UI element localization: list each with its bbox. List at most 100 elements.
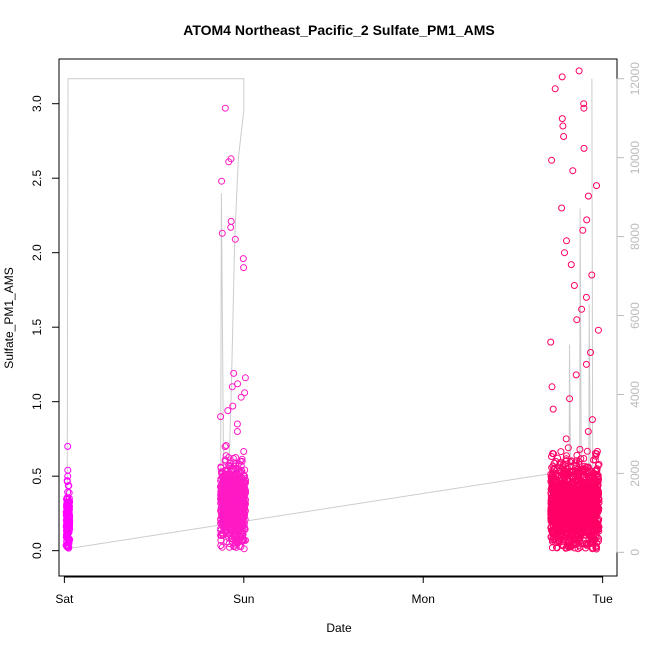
data-point <box>593 521 601 529</box>
data-point <box>558 512 566 520</box>
data-point <box>547 338 555 346</box>
data-point <box>580 529 588 536</box>
data-point <box>239 255 247 263</box>
data-point <box>554 493 562 501</box>
y-tick-label: 0.0 <box>30 542 44 559</box>
data-point <box>64 542 72 550</box>
data-point <box>231 489 239 497</box>
data-point <box>564 465 572 473</box>
data-point <box>548 453 555 460</box>
data-point <box>549 450 557 457</box>
data-point <box>240 264 248 272</box>
data-point <box>569 521 577 529</box>
data-point <box>218 519 226 527</box>
data-point <box>554 501 562 509</box>
data-point <box>593 489 601 497</box>
data-point <box>579 226 587 234</box>
data-point <box>580 104 588 112</box>
data-point <box>572 474 579 482</box>
data-point <box>573 461 580 469</box>
data-point <box>64 466 72 474</box>
data-point <box>587 498 594 506</box>
y2-tick-label: 10000 <box>628 141 642 175</box>
data-point <box>242 507 249 515</box>
data-point <box>590 490 597 498</box>
data-point <box>548 527 556 535</box>
data-point <box>218 229 226 237</box>
data-point <box>235 475 242 483</box>
data-point <box>236 537 244 544</box>
data-point <box>218 543 226 551</box>
data-point <box>573 478 581 486</box>
data-point <box>575 503 583 511</box>
data-point <box>564 469 572 477</box>
data-point <box>547 500 555 508</box>
data-point <box>565 526 573 534</box>
data-point <box>217 532 225 540</box>
data-point <box>229 402 237 410</box>
data-point <box>580 521 588 529</box>
data-point <box>65 506 73 513</box>
data-point <box>591 536 599 544</box>
data-point <box>561 249 568 257</box>
data-point <box>221 466 229 474</box>
data-point <box>548 507 555 515</box>
data-point <box>559 510 567 518</box>
data-point <box>574 499 582 507</box>
data-point <box>588 416 596 424</box>
data-point <box>568 457 575 465</box>
data-point <box>578 494 586 502</box>
data-point <box>231 465 239 473</box>
data-point <box>564 444 572 452</box>
data-point <box>239 482 247 490</box>
data-point <box>227 484 235 492</box>
data-point <box>550 535 557 543</box>
data-point <box>587 349 594 356</box>
data-point <box>574 516 582 524</box>
data-point <box>226 459 234 467</box>
data-point <box>583 216 591 224</box>
data-point <box>557 509 565 517</box>
y-tick-label: 2.0 <box>30 244 44 261</box>
data-point <box>591 499 599 507</box>
x-tick-label: Mon <box>412 592 435 606</box>
data-point <box>592 505 600 513</box>
y-tick-label: 1.5 <box>30 319 44 336</box>
x-axis: Sat Sun Mon Tue <box>55 576 613 606</box>
data-point <box>575 516 582 523</box>
y2-tick-label: 8000 <box>628 223 642 250</box>
data-point <box>223 538 231 546</box>
y2-tick-label: 12000 <box>628 62 642 96</box>
data-point <box>577 484 585 492</box>
y2-tick-label: 0 <box>628 549 642 556</box>
data-point <box>587 506 595 514</box>
data-point <box>228 523 236 531</box>
secondary-series-line <box>591 78 594 521</box>
data-point <box>217 507 225 515</box>
data-point <box>237 534 245 542</box>
data-point <box>552 539 560 547</box>
data-point <box>550 517 558 524</box>
data-point <box>241 525 249 533</box>
data-point <box>563 237 570 245</box>
y-axis-label: Sulfate_PM1_AMS <box>2 267 16 368</box>
data-point <box>235 523 243 531</box>
data-point <box>557 486 565 494</box>
data-point <box>222 484 230 492</box>
data-point <box>589 538 597 546</box>
y-tick-label: 2.5 <box>30 170 44 187</box>
data-point <box>566 499 574 507</box>
data-point <box>575 67 583 75</box>
data-point <box>582 293 590 301</box>
y-tick-label: 3.0 <box>30 95 44 112</box>
data-point <box>578 504 586 512</box>
data-point <box>228 477 236 485</box>
data-point <box>227 217 235 225</box>
secondary-series-line <box>66 78 245 549</box>
data-point <box>571 544 579 552</box>
data-point <box>237 393 245 401</box>
data-point <box>230 542 238 550</box>
data-point <box>548 544 556 552</box>
data-point <box>241 466 249 474</box>
data-point <box>63 529 71 537</box>
